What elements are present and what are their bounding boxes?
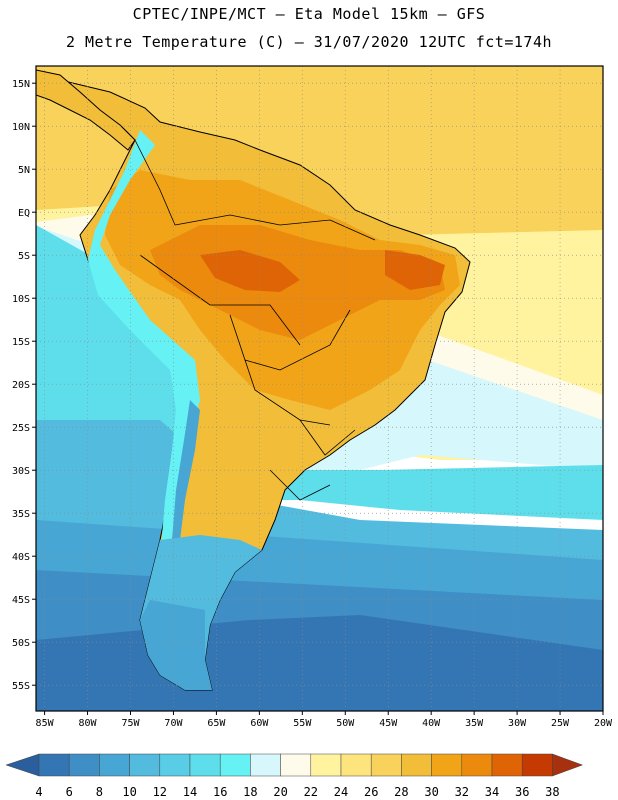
plot-frame <box>35 65 604 712</box>
lon-tick-label: 85W <box>36 718 55 729</box>
lat-tick-label: 10S <box>12 294 30 305</box>
lat-tick-label: 45S <box>12 595 30 606</box>
colorbar-label: 32 <box>455 785 469 799</box>
colorbar-box <box>250 753 281 777</box>
lon-tick-label: 50W <box>336 718 355 729</box>
hottest-region-east <box>385 250 445 290</box>
colorbar-arrow-low <box>5 753 40 777</box>
colorbar-box <box>99 753 130 777</box>
lon-tick-label: 25W <box>551 718 570 729</box>
colorbar-box <box>219 753 251 777</box>
colorbar-label: 10 <box>122 785 136 799</box>
colorbar-box <box>431 753 463 777</box>
lon-tick-label: 35W <box>465 718 484 729</box>
lon-tick-label: 30W <box>508 718 527 729</box>
lat-tick-label: 10N <box>12 122 30 133</box>
andes-cold <box>172 400 200 540</box>
colorbar-label: 14 <box>183 785 197 799</box>
colorbar: 4 6 8 10 12 14 16 18 20 22 24 26 28 30 32 34 36 38 <box>5 753 584 799</box>
lon-tick-label: 70W <box>164 718 183 729</box>
lon-tick-label: 75W <box>121 718 140 729</box>
colorbar-label: 28 <box>394 785 408 799</box>
lat-tick-label: 15N <box>12 79 30 90</box>
lat-tick-label: EQ <box>18 208 30 219</box>
colorbar-label: 34 <box>485 785 499 799</box>
colorbar-box <box>189 753 221 777</box>
colorbar-box <box>491 753 523 777</box>
lat-tick-label: 30S <box>12 466 30 477</box>
patagonia-south <box>140 600 212 690</box>
lat-tick-label: 50S <box>12 638 30 649</box>
lat-tick-label: 20S <box>12 380 30 391</box>
colorbar-label: 18 <box>243 785 257 799</box>
colorbar-label: 20 <box>273 785 287 799</box>
colorbar-label: 24 <box>334 785 348 799</box>
hottest-region <box>200 250 300 292</box>
colorbar-label: 22 <box>304 785 318 799</box>
colorbar-label: 38 <box>545 785 559 799</box>
lon-tick-label: 20W <box>594 718 613 729</box>
colorbar-label: 8 <box>96 785 103 799</box>
colorbar-box <box>340 753 372 777</box>
lat-tick-label: 15S <box>12 337 30 348</box>
lat-tick-label: 5S <box>18 251 30 262</box>
lat-tick-label: 5N <box>18 165 30 176</box>
colorbar-label: 36 <box>515 785 529 799</box>
lon-tick-label: 45W <box>379 718 398 729</box>
lat-tick-label: 25S <box>12 423 30 434</box>
map-title-line2: 2 Metre Temperature (C) – 31/07/2020 12U… <box>65 33 553 51</box>
lat-tick-label: 55S <box>12 681 30 692</box>
map-title-line1: CPTEC/INPE/MCT – Eta Model 15km – GFS <box>132 5 486 23</box>
colorbar-box <box>401 753 432 777</box>
colorbar-box <box>310 753 342 777</box>
latitude-axis: 15N 10N 5N EQ 5S 10S 15S 20S 25S 30S 35S 40S 45S 50S 5… <box>12 79 36 692</box>
lon-tick-label: 80W <box>79 718 98 729</box>
colorbar-label: 30 <box>424 785 438 799</box>
colorbar-box <box>159 753 191 777</box>
colorbar-box <box>521 753 553 777</box>
colorbar-label: 26 <box>364 785 378 799</box>
colorbar-box <box>370 753 402 777</box>
colorbar-box <box>68 753 100 777</box>
colorbar-box <box>280 753 312 777</box>
colorbar-arrow-high <box>552 753 584 777</box>
lon-tick-label: 40W <box>422 718 441 729</box>
lon-tick-label: 65W <box>207 718 226 729</box>
longitude-axis: 85W 80W 75W 70W 65W 60W 55W 50W 45W 40W 35W 30W 25W 2… <box>36 711 613 729</box>
lon-tick-label: 60W <box>250 718 269 729</box>
lat-tick-label: 35S <box>12 509 30 520</box>
colorbar-box <box>38 753 70 777</box>
lat-tick-label: 40S <box>12 552 30 563</box>
lat-lon-grid <box>36 66 604 711</box>
lon-tick-label: 55W <box>293 718 312 729</box>
colorbar-label: 6 <box>66 785 73 799</box>
colorbar-box <box>129 753 161 777</box>
central-america <box>36 69 136 151</box>
colorbar-label: 4 <box>35 785 42 799</box>
andes-cyan <box>88 130 200 560</box>
colorbar-label: 16 <box>213 785 227 799</box>
colorbar-box <box>461 753 493 777</box>
colorbar-label: 12 <box>153 785 167 799</box>
